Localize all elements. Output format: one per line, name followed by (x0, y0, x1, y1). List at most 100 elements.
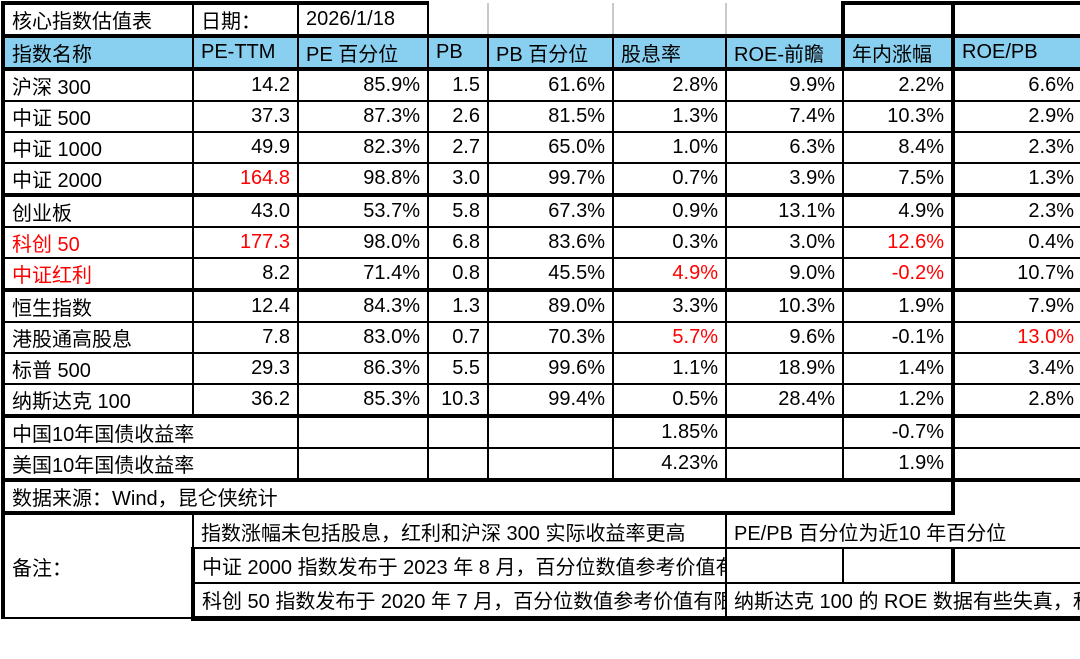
empty-cell[interactable] (725, 415, 844, 449)
pb-percentile-cell[interactable]: 61.6% (487, 68, 614, 102)
index-name-cell[interactable]: 港股通高股息 (1, 321, 194, 354)
roe-pb-cell[interactable]: 7.9% (951, 289, 1080, 323)
pe-percentile-cell[interactable]: 83.0% (297, 321, 429, 354)
ytd-change-cell[interactable]: -0.1% (842, 321, 954, 354)
ytd-change-cell[interactable]: 1.2% (842, 383, 954, 418)
empty-cell[interactable] (488, 3, 614, 36)
empty-cell[interactable] (613, 3, 727, 36)
index-name-cell[interactable]: 恒生指数 (1, 289, 194, 323)
date-value-cell[interactable]: 2026/1/18 (297, 1, 429, 37)
col-header-pe-ttm[interactable]: PE-TTM (192, 34, 299, 71)
pb-cell[interactable]: 2.6 (427, 100, 489, 133)
dividend-yield-cell[interactable]: 5.7% (612, 321, 727, 354)
pe-ttm-cell[interactable]: 8.2 (192, 257, 299, 292)
pb-percentile-cell[interactable]: 89.0% (487, 289, 614, 323)
roe-pb-cell[interactable]: 6.6% (951, 68, 1080, 102)
note-cell[interactable]: 科创 50 指数发布于 2020 年 7 月，百分位数值参考价值有限 (191, 582, 727, 621)
index-name-cell[interactable]: 中证红利 (1, 257, 194, 292)
date-label-cell[interactable]: 日期： (192, 1, 299, 37)
pe-ttm-cell[interactable]: 177.3 (192, 226, 299, 259)
dividend-yield-cell[interactable]: 0.9% (612, 194, 727, 228)
empty-cell[interactable] (953, 548, 1080, 583)
pb-cell[interactable]: 2.7 (427, 131, 489, 164)
roe-pb-cell[interactable]: 0.4% (951, 226, 1080, 259)
pb-cell[interactable]: 6.8 (427, 226, 489, 259)
dividend-yield-cell[interactable]: 0.7% (612, 162, 727, 197)
empty-cell[interactable] (297, 415, 429, 449)
empty-cell[interactable] (842, 547, 955, 584)
roe-pb-cell[interactable]: 3.4% (951, 352, 1080, 385)
ytd-change-cell[interactable]: -0.2% (842, 257, 954, 292)
pb-cell[interactable]: 0.8 (427, 257, 489, 292)
col-header-ytd-change[interactable]: 年内涨幅 (841, 34, 954, 71)
pe-percentile-cell[interactable]: 98.0% (297, 226, 429, 259)
ytd-change-cell[interactable]: 12.6% (842, 226, 954, 259)
note-cell[interactable]: 指数涨幅未包括股息，红利和沪深 300 实际收益率更高 (192, 512, 727, 549)
empty-cell[interactable] (487, 415, 614, 449)
empty-cell[interactable] (427, 415, 489, 449)
pe-percentile-cell[interactable]: 85.9% (297, 68, 429, 102)
dividend-yield-cell[interactable]: 1.1% (612, 352, 727, 385)
roe-forward-cell[interactable]: 18.9% (725, 352, 844, 385)
dividend-yield-cell[interactable]: 1.0% (612, 131, 727, 164)
col-header-index-name[interactable]: 指数名称 (1, 34, 194, 71)
col-header-pe-percentile[interactable]: PE 百分位 (297, 34, 429, 71)
empty-cell[interactable] (427, 447, 489, 482)
pe-percentile-cell[interactable]: 84.3% (297, 289, 429, 323)
pb-cell[interactable]: 5.5 (427, 352, 489, 385)
pb-cell[interactable]: 10.3 (427, 383, 489, 418)
empty-cell[interactable] (841, 1, 954, 37)
bond-name-cell[interactable]: 美国10年国债收益率 (1, 447, 299, 482)
roe-pb-cell[interactable]: 10.7% (951, 257, 1080, 292)
pb-percentile-cell[interactable]: 65.0% (487, 131, 614, 164)
pb-percentile-cell[interactable]: 99.6% (487, 352, 614, 385)
empty-cell[interactable] (725, 547, 844, 584)
index-name-cell[interactable]: 中证 500 (1, 100, 194, 133)
empty-cell[interactable] (725, 447, 844, 482)
pb-cell[interactable]: 1.3 (427, 289, 489, 323)
dividend-yield-cell[interactable]: 0.3% (612, 226, 727, 259)
pe-ttm-cell[interactable]: 37.3 (192, 100, 299, 133)
pe-percentile-cell[interactable]: 98.8% (297, 162, 429, 197)
ytd-change-cell[interactable]: 8.4% (842, 131, 954, 164)
notes-label-cell[interactable]: 备注： (1, 512, 194, 619)
ytd-change-cell[interactable]: -0.7% (842, 415, 954, 449)
pe-ttm-cell[interactable]: 14.2 (192, 68, 299, 102)
ytd-change-cell[interactable]: 1.4% (842, 352, 954, 385)
bond-yield-cell[interactable]: 1.85% (612, 415, 727, 449)
col-header-pb-percentile[interactable]: PB 百分位 (487, 34, 614, 71)
empty-cell[interactable] (726, 3, 843, 36)
pe-ttm-cell[interactable]: 164.8 (192, 162, 299, 197)
pb-percentile-cell[interactable]: 67.3% (487, 194, 614, 228)
note-cell[interactable]: 中证 2000 指数发布于 2023 年 8 月，百分位数值参考价值有限 (191, 547, 727, 584)
side-note-cell[interactable]: 纳斯达克 100 的 ROE 数据有些失真，和超 (725, 582, 1080, 621)
empty-cell[interactable] (951, 480, 1080, 513)
data-source-cell[interactable]: 数据来源：Wind，昆仑侠统计 (1, 479, 954, 515)
pb-percentile-cell[interactable]: 99.7% (487, 162, 614, 197)
roe-forward-cell[interactable]: 9.0% (725, 257, 844, 292)
pb-cell[interactable]: 0.7 (427, 321, 489, 354)
roe-pb-cell[interactable]: 13.0% (951, 321, 1080, 354)
pe-ttm-cell[interactable]: 36.2 (192, 383, 299, 418)
roe-forward-cell[interactable]: 28.4% (725, 383, 844, 418)
pb-percentile-cell[interactable]: 70.3% (487, 321, 614, 354)
roe-pb-cell[interactable]: 2.3% (951, 194, 1080, 228)
pb-cell[interactable]: 5.8 (427, 194, 489, 228)
pe-ttm-cell[interactable]: 12.4 (192, 289, 299, 323)
empty-cell[interactable] (487, 447, 614, 482)
roe-forward-cell[interactable]: 3.0% (725, 226, 844, 259)
index-name-cell[interactable]: 中证 2000 (1, 162, 194, 197)
pb-cell[interactable]: 3.0 (427, 162, 489, 197)
roe-forward-cell[interactable]: 9.6% (725, 321, 844, 354)
pb-percentile-cell[interactable]: 45.5% (487, 257, 614, 292)
index-name-cell[interactable]: 纳斯达克 100 (1, 383, 194, 418)
ytd-change-cell[interactable]: 1.9% (842, 447, 954, 482)
col-header-pb[interactable]: PB (427, 34, 489, 71)
roe-forward-cell[interactable]: 6.3% (725, 131, 844, 164)
index-name-cell[interactable]: 中证 1000 (1, 131, 194, 164)
roe-forward-cell[interactable]: 9.9% (725, 68, 844, 102)
index-name-cell[interactable]: 沪深 300 (1, 68, 194, 102)
empty-cell[interactable] (428, 3, 489, 36)
roe-pb-cell[interactable]: 1.3% (951, 162, 1080, 197)
ytd-change-cell[interactable]: 2.2% (842, 68, 954, 102)
